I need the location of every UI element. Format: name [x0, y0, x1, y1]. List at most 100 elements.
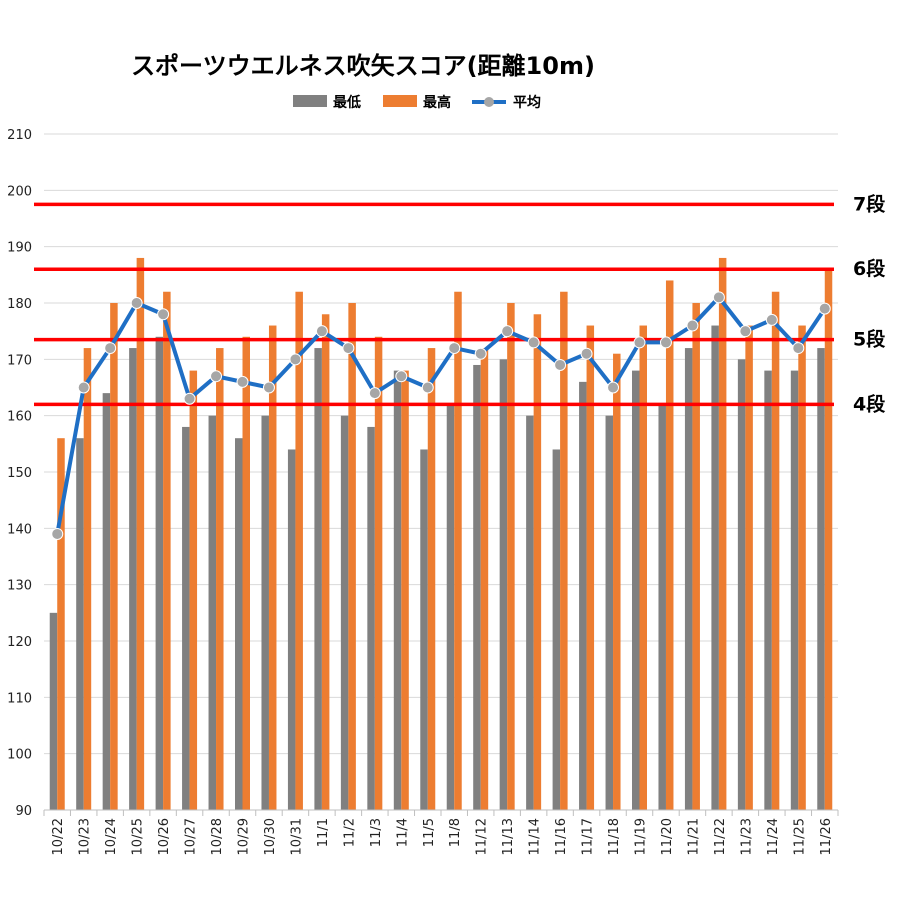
- bar-min: [499, 359, 508, 810]
- chart-title: スポーツウエルネス吹矢スコア(距離10m): [131, 52, 595, 80]
- bar-min: [76, 438, 84, 810]
- average-point: [633, 336, 646, 349]
- x-tick-label: 11/25: [792, 818, 807, 855]
- y-tick-label: 150: [7, 466, 32, 481]
- average-point: [607, 381, 620, 394]
- x-tick-label: 11/1: [316, 818, 331, 847]
- bar-min: [102, 393, 111, 810]
- bar-max: [480, 348, 489, 810]
- bar-max: [507, 303, 515, 810]
- bar-max: [824, 269, 833, 810]
- y-tick-label: 180: [7, 297, 32, 312]
- x-tick-label: 10/27: [184, 818, 199, 855]
- average-point: [289, 353, 302, 366]
- legend-label-min: 最低: [333, 94, 361, 111]
- average-point: [659, 336, 672, 349]
- average-point: [130, 297, 143, 309]
- average-point: [474, 347, 487, 360]
- legend-label-max: 最高: [423, 94, 451, 111]
- x-tick-label: 11/20: [660, 818, 675, 855]
- x-tick-label: 10/29: [237, 818, 252, 855]
- bar-max: [136, 257, 145, 810]
- bar-max: [454, 291, 462, 810]
- average-point: [554, 358, 567, 371]
- bar-max: [110, 303, 118, 810]
- y-axis: 90 100 110 120 130 140 150 160 170 180 190 200 210: [7, 128, 32, 819]
- bar-max: [560, 291, 568, 810]
- bar-min: [817, 348, 825, 810]
- bar-max: [771, 291, 780, 810]
- rank-label: 5段: [853, 328, 886, 351]
- x-tick-label: 11/24: [766, 818, 781, 855]
- y-tick-label: 210: [7, 128, 32, 143]
- legend-swatch-min: [293, 95, 327, 107]
- bar-max: [321, 314, 330, 810]
- bar-min: [367, 426, 375, 810]
- bar-min: [314, 348, 322, 810]
- legend-swatch-max: [383, 95, 417, 107]
- average-point: [818, 302, 831, 315]
- average-point: [448, 342, 461, 355]
- rank-label: 6段: [853, 257, 886, 280]
- x-tick-label: 10/24: [104, 818, 119, 855]
- bar-max: [745, 325, 753, 810]
- x-tick-label: 10/30: [263, 818, 278, 855]
- bar-max: [268, 325, 277, 810]
- bar-max: [163, 291, 171, 810]
- bar-max: [692, 303, 700, 810]
- bar-min: [155, 336, 164, 810]
- bar-min: [49, 612, 58, 810]
- x-tick-label: 11/8: [448, 818, 463, 847]
- average-point: [315, 325, 328, 338]
- x-tick-label: 11/13: [501, 818, 516, 855]
- average-point: [236, 375, 249, 388]
- average-point: [501, 325, 514, 338]
- y-tick-label: 120: [7, 635, 32, 650]
- y-tick-label: 140: [7, 522, 32, 537]
- bar-max: [189, 370, 198, 810]
- average-point: [51, 527, 64, 540]
- average-point: [210, 370, 223, 383]
- bar-min: [526, 415, 534, 810]
- bar-max: [718, 257, 727, 810]
- bar-min: [658, 404, 666, 810]
- x-tick-label: 10/22: [51, 818, 66, 855]
- bar-max: [83, 348, 92, 810]
- rank-label: 7段: [853, 192, 886, 215]
- x-tick-label: 11/12: [475, 818, 490, 855]
- average-point: [765, 313, 778, 326]
- y-tick-label: 90: [15, 804, 32, 819]
- bar-max: [216, 348, 224, 810]
- y-tick-label: 190: [7, 241, 32, 256]
- x-tick-label: 11/19: [634, 818, 649, 855]
- bar-min: [473, 364, 481, 810]
- x-axis: 10/22 10/23 10/24 10/25 10/26 10/27 10/28 10/29…: [43, 809, 839, 855]
- average-point: [395, 370, 408, 383]
- bar-min: [261, 415, 269, 810]
- average-point: [157, 308, 170, 321]
- x-tick-label: 10/31: [289, 818, 304, 855]
- bar-max: [665, 280, 674, 810]
- x-tick-label: 10/28: [210, 818, 225, 855]
- bar-min: [737, 359, 746, 810]
- x-tick-label: 11/4: [395, 818, 410, 847]
- bar-max: [586, 325, 595, 810]
- bar-min: [235, 438, 243, 810]
- x-tick-label: 11/18: [607, 818, 622, 855]
- bar-min: [446, 404, 455, 810]
- average-series-line: [55, 295, 827, 535]
- bar-max: [533, 314, 542, 810]
- x-tick-label: 11/22: [713, 818, 728, 855]
- legend-swatch-avg-marker: [484, 97, 494, 107]
- bar-max: [57, 438, 65, 810]
- bar-min: [182, 426, 190, 810]
- x-tick-label: 10/25: [131, 818, 146, 855]
- average-point: [712, 291, 725, 304]
- average-point: [686, 319, 699, 332]
- x-tick-label: 11/2: [342, 818, 357, 847]
- y-tick-label: 130: [7, 579, 32, 594]
- average-point: [342, 342, 355, 355]
- bar-min: [632, 370, 640, 810]
- bar-max: [639, 325, 647, 810]
- x-tick-label: 11/14: [528, 818, 543, 855]
